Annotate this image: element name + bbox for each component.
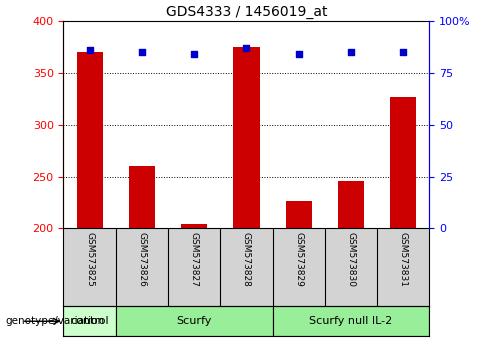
- Point: [86, 47, 94, 53]
- Text: control: control: [70, 316, 109, 326]
- Bar: [77, 52, 102, 228]
- Bar: [285, 201, 312, 228]
- Text: GSM573830: GSM573830: [346, 232, 356, 287]
- Point: [190, 52, 198, 57]
- Text: GSM573828: GSM573828: [242, 232, 251, 287]
- Bar: [181, 224, 207, 228]
- Point: [138, 50, 146, 55]
- Point: [295, 52, 303, 57]
- Point: [243, 45, 250, 51]
- Point: [399, 50, 407, 55]
- Text: GSM573831: GSM573831: [399, 232, 408, 287]
- Bar: [338, 181, 364, 228]
- Text: GSM573826: GSM573826: [137, 232, 146, 287]
- Text: GSM573829: GSM573829: [294, 232, 303, 287]
- Text: Scurfy: Scurfy: [177, 316, 212, 326]
- Bar: [233, 47, 260, 228]
- Bar: [63, 306, 116, 336]
- Title: GDS4333 / 1456019_at: GDS4333 / 1456019_at: [166, 5, 327, 19]
- Point: [347, 50, 355, 55]
- Bar: [116, 306, 273, 336]
- Text: GSM573827: GSM573827: [190, 232, 199, 287]
- Text: genotype/variation: genotype/variation: [5, 316, 104, 326]
- Bar: [273, 306, 429, 336]
- Text: Scurfy null IL-2: Scurfy null IL-2: [309, 316, 393, 326]
- Bar: [129, 166, 155, 228]
- Text: GSM573825: GSM573825: [85, 232, 94, 287]
- Bar: [390, 97, 416, 228]
